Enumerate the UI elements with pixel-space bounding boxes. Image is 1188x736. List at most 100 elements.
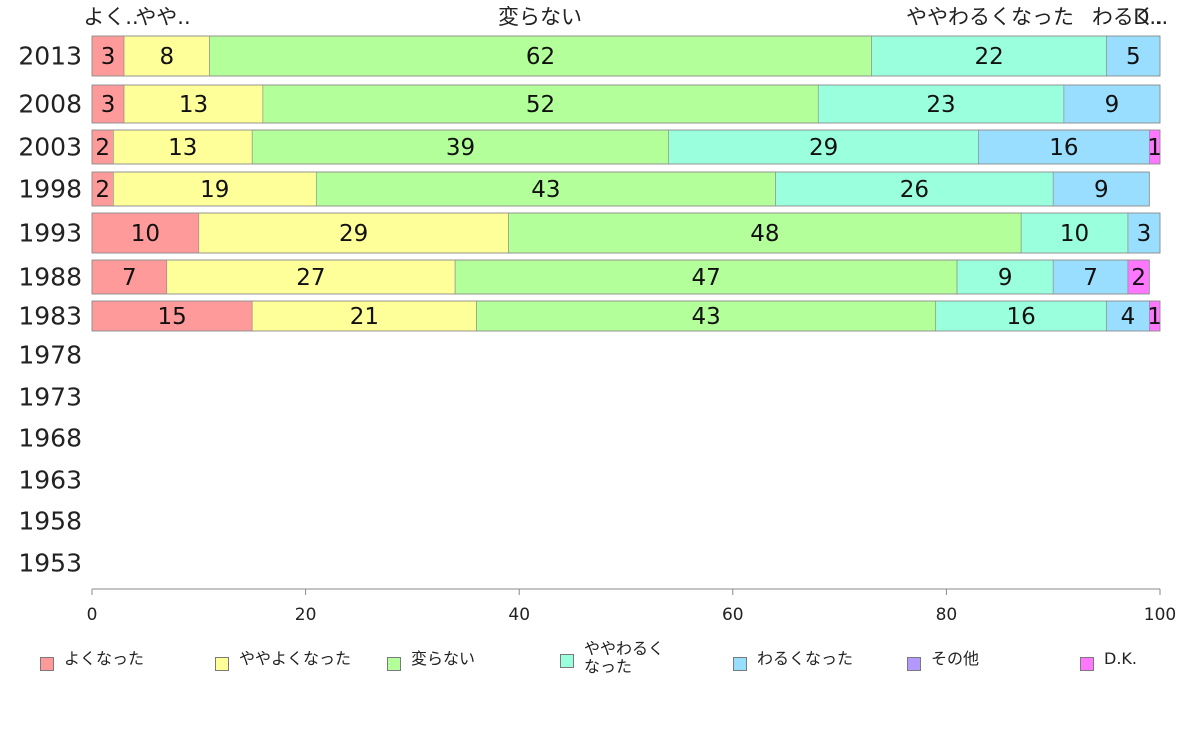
- value-label: 48: [750, 221, 779, 247]
- legend-label: D.K.: [1104, 649, 1137, 668]
- chart-legend: よくなった ややよくなった 変らない ややわるく なった わるくなった その他 D.K.: [0, 640, 1188, 690]
- bar-segment: [113, 129, 253, 165]
- value-label: 43: [531, 177, 560, 203]
- top-segment-label: わるく..: [1092, 5, 1168, 29]
- legend-label: 変らない: [411, 649, 476, 668]
- value-label: 13: [168, 135, 197, 161]
- value-label: 13: [179, 92, 208, 118]
- value-label: 1: [1147, 304, 1162, 330]
- value-label: 2: [1131, 265, 1146, 291]
- top-segment-label: 変らない: [498, 5, 582, 29]
- year-label: 2008: [18, 90, 82, 119]
- value-label: 5: [1126, 44, 1141, 70]
- value-label: 16: [1007, 304, 1036, 330]
- stacked-bar-chart: 2013200820031998199319881983197819731968…: [18, 5, 1176, 625]
- bar-segment: [123, 84, 264, 124]
- legend-item: その他: [907, 650, 979, 671]
- year-label: 1968: [18, 424, 82, 453]
- legend-item: D.K.: [1080, 650, 1137, 671]
- value-label: 7: [122, 265, 137, 291]
- value-label: 21: [350, 304, 379, 330]
- x-tick-label: 40: [508, 605, 530, 625]
- x-tick-label: 80: [936, 605, 958, 625]
- value-label: 10: [1060, 221, 1089, 247]
- value-label: 8: [159, 44, 174, 70]
- value-label: 9: [1105, 92, 1120, 118]
- bar-segment: [1052, 171, 1150, 207]
- value-label: 4: [1121, 304, 1136, 330]
- legend-label: わるくなった: [757, 649, 854, 668]
- legend-item: ややわるく なった: [560, 640, 664, 676]
- bar-segment: [1052, 259, 1129, 295]
- x-tick-label: 0: [87, 605, 98, 625]
- value-label: 7: [1083, 265, 1098, 291]
- bar-segment: [1106, 35, 1161, 77]
- bar-outline: [91, 212, 1161, 254]
- bar-segment: [113, 171, 317, 207]
- legend-swatch: [215, 657, 229, 671]
- value-label: 26: [900, 177, 929, 203]
- value-label: 9: [1094, 177, 1109, 203]
- bar-segment: [978, 129, 1150, 165]
- year-label: 2013: [18, 42, 82, 71]
- top-segment-label: よく..: [83, 5, 138, 29]
- bar-outline: [91, 35, 1161, 77]
- legend-swatch: [1080, 657, 1094, 671]
- value-label: 27: [296, 265, 325, 291]
- bar-segment: [668, 129, 979, 165]
- legend-label: よくなった: [64, 649, 145, 668]
- legend-item: わるくなった: [733, 650, 853, 671]
- bar-segment: [262, 84, 819, 124]
- value-label: 29: [809, 135, 838, 161]
- x-tick-label: 100: [1144, 605, 1176, 625]
- bar-segment: [123, 35, 210, 77]
- value-label: 1: [1147, 135, 1162, 161]
- legend-swatch: [387, 657, 401, 671]
- bar-outline: [91, 259, 1150, 295]
- year-label: 1958: [18, 507, 82, 536]
- legend-item: ややよくなった: [215, 650, 351, 671]
- value-label: 22: [974, 44, 1003, 70]
- top-segment-label: D..: [1133, 5, 1163, 29]
- bar-segment: [476, 300, 937, 332]
- value-label: 23: [926, 92, 955, 118]
- bar-segment: [508, 212, 1022, 254]
- value-label: 47: [691, 265, 720, 291]
- bar-segment: [871, 35, 1107, 77]
- bar-segment: [315, 171, 776, 207]
- value-label: 10: [131, 221, 160, 247]
- year-label: 1963: [18, 466, 82, 495]
- value-label: 19: [200, 177, 229, 203]
- value-label: 9: [998, 265, 1013, 291]
- value-label: 62: [526, 44, 555, 70]
- bar-segment: [91, 35, 125, 77]
- value-label: 16: [1049, 135, 1078, 161]
- year-label: 1978: [18, 341, 82, 370]
- value-label: 39: [446, 135, 475, 161]
- x-tick-label: 20: [295, 605, 317, 625]
- year-label: 2003: [18, 133, 82, 162]
- bar-segment: [251, 129, 670, 165]
- legend-item: よくなった: [40, 650, 144, 671]
- value-label: 43: [691, 304, 720, 330]
- year-label: 1993: [18, 219, 82, 248]
- legend-label: ややわるく なった: [584, 639, 665, 676]
- year-label: 1998: [18, 175, 82, 204]
- value-label: 15: [157, 304, 186, 330]
- bar-segment: [775, 171, 1054, 207]
- year-label: 1973: [18, 383, 82, 412]
- legend-label: その他: [931, 649, 980, 668]
- bar-outline: [91, 84, 1161, 124]
- value-label: 2: [95, 135, 110, 161]
- legend-item: 変らない: [387, 650, 475, 671]
- bar-segment: [1063, 84, 1161, 124]
- bar-segment: [817, 84, 1065, 124]
- value-label: 3: [101, 92, 116, 118]
- value-label: 3: [1137, 221, 1152, 247]
- legend-swatch: [40, 657, 54, 671]
- legend-swatch: [560, 654, 574, 668]
- top-segment-label: ややわるくなった: [906, 5, 1074, 29]
- value-label: 3: [101, 44, 116, 70]
- legend-label: ややよくなった: [239, 649, 352, 668]
- bar-outline: [91, 129, 1161, 165]
